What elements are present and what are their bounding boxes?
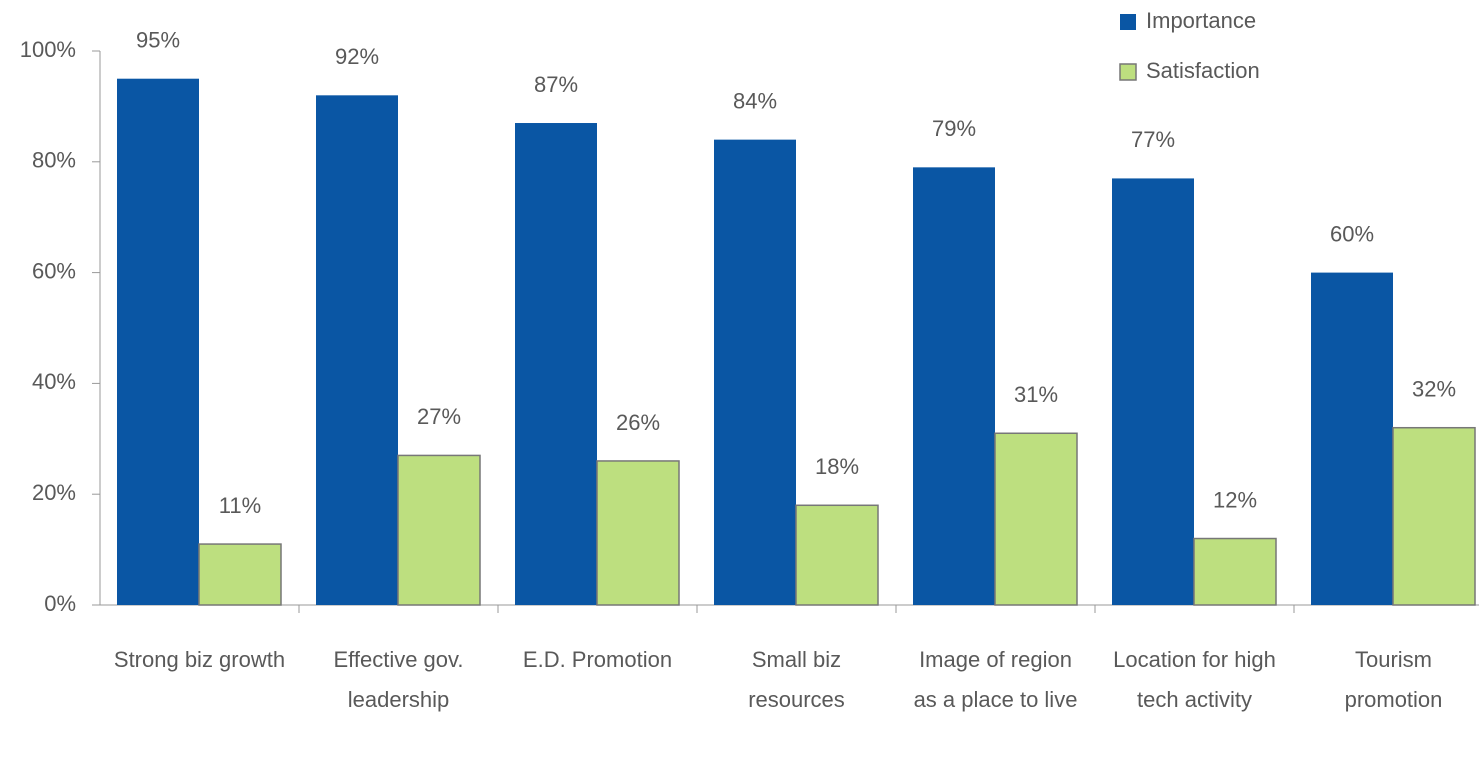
bar — [994, 432, 1078, 606]
value-label: 32% — [1412, 377, 1456, 402]
bar — [1392, 426, 1476, 606]
value-label: 60% — [1330, 221, 1374, 246]
x-tick-label: Strong biz growth — [113, 647, 286, 672]
bar — [714, 139, 796, 605]
y-tick-label: 20% — [32, 480, 76, 505]
x-tick-label: E.D. Promotion — [522, 647, 673, 672]
value-label: 79% — [932, 116, 976, 141]
legend-label: Satisfaction — [1146, 58, 1260, 83]
legend-swatch — [1120, 14, 1136, 30]
y-tick-label: 40% — [32, 369, 76, 394]
value-label: 27% — [417, 404, 461, 429]
y-tick-label: 0% — [44, 591, 76, 616]
y-tick-label: 80% — [32, 148, 76, 173]
bar — [795, 504, 879, 606]
x-tick-label: Location for high tech activity — [1113, 647, 1276, 712]
value-label: 77% — [1131, 127, 1175, 152]
bar — [1193, 537, 1277, 606]
bar — [397, 454, 481, 606]
x-tick-label: Image of region as a place to live — [913, 647, 1078, 712]
value-label: 95% — [136, 28, 180, 53]
x-tick-label: Effective gov. leadership — [333, 647, 464, 712]
bar — [117, 78, 199, 605]
legend-swatch — [1119, 63, 1137, 81]
bar — [913, 167, 995, 605]
value-label: 31% — [1014, 382, 1058, 407]
value-label: 12% — [1213, 487, 1257, 512]
bar — [596, 460, 680, 606]
legend-label: Importance — [1146, 8, 1256, 33]
y-tick-label: 100% — [20, 37, 76, 62]
bar — [198, 543, 282, 606]
value-label: 26% — [616, 410, 660, 435]
value-label: 18% — [815, 454, 859, 479]
value-label: 92% — [335, 44, 379, 69]
value-label: 87% — [534, 72, 578, 97]
bar — [1112, 178, 1194, 606]
bar — [515, 123, 597, 606]
x-tick-label: Small biz resources — [748, 647, 845, 712]
value-label: 84% — [733, 88, 777, 113]
bar — [316, 95, 398, 605]
x-tick-label: Tourism promotion — [1344, 647, 1443, 712]
y-tick-label: 60% — [32, 258, 76, 283]
bar — [1311, 272, 1393, 605]
value-label: 11% — [219, 493, 261, 518]
